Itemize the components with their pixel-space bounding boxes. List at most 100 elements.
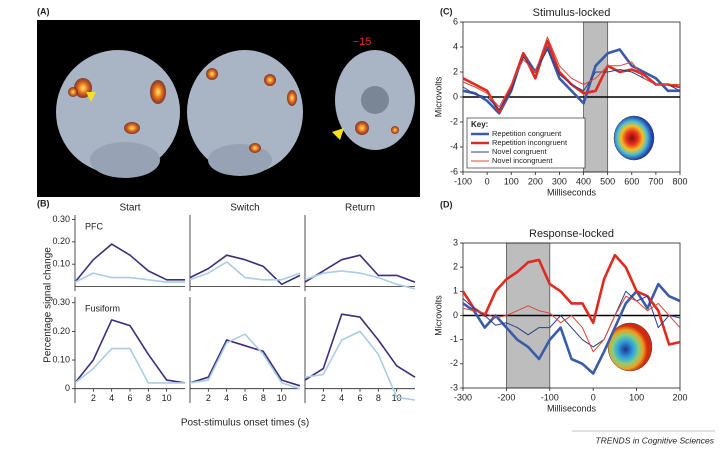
x-tick-label: 2 bbox=[321, 393, 326, 403]
series-line bbox=[462, 49, 681, 110]
series-line bbox=[304, 330, 416, 401]
x-tick-label: 8 bbox=[146, 393, 151, 403]
y-tick-label: 0 bbox=[65, 383, 70, 393]
series-line bbox=[74, 319, 186, 384]
x-tick-label: 200 bbox=[672, 392, 687, 402]
legend-label: Novel incongruent bbox=[492, 156, 553, 165]
y-tick-label: 0.10 bbox=[52, 259, 70, 269]
series-line bbox=[189, 254, 301, 286]
x-tick-label: 200 bbox=[528, 176, 543, 186]
panel-label: (A) bbox=[37, 6, 50, 16]
y-tick-label: 0.20 bbox=[52, 326, 70, 336]
series-line bbox=[462, 290, 681, 348]
legend-box bbox=[466, 117, 586, 169]
y-axis-label: Microvolts bbox=[433, 295, 443, 336]
y-axis-label: Microvolts bbox=[433, 76, 443, 117]
brain-lateral-left bbox=[56, 50, 180, 178]
brain-lateral-right bbox=[187, 50, 303, 176]
legend-title: Key: bbox=[471, 120, 488, 129]
series-line bbox=[189, 333, 301, 390]
y-tick-label: 0.30 bbox=[52, 297, 70, 307]
x-tick-label: 0 bbox=[591, 392, 596, 402]
y-tick-label: 4 bbox=[453, 41, 458, 51]
x-axis-label: Milliseconds bbox=[547, 403, 597, 413]
x-tick-label: -200 bbox=[497, 392, 515, 402]
y-tick-label: -2 bbox=[450, 116, 458, 126]
series-line bbox=[74, 347, 185, 384]
scalp-map bbox=[613, 115, 655, 161]
series-line bbox=[462, 39, 681, 114]
x-tick-label: 400 bbox=[576, 176, 591, 186]
chart-title: Stimulus-locked bbox=[533, 7, 611, 19]
y-tick-label: 1 bbox=[453, 286, 458, 296]
x-tick-label: 4 bbox=[109, 393, 114, 403]
x-tick-label: 100 bbox=[504, 176, 519, 186]
x-tick-label: 300 bbox=[552, 176, 567, 186]
series-line bbox=[304, 254, 416, 283]
x-tick-label: -300 bbox=[454, 392, 472, 402]
brain-axial bbox=[332, 50, 415, 150]
x-tick-label: 700 bbox=[648, 176, 663, 186]
footer: TRENDS in Cognitive Sciences bbox=[595, 435, 714, 445]
scalp-map bbox=[607, 322, 653, 372]
x-tick-label: 10 bbox=[162, 393, 172, 403]
y-tick-label: 0 bbox=[453, 310, 458, 320]
series-line bbox=[462, 282, 681, 375]
x-tick-label: 6 bbox=[127, 393, 132, 403]
x-tick-label: 800 bbox=[672, 176, 687, 186]
y-tick-label: -2 bbox=[450, 358, 458, 368]
x-tick-label: 500 bbox=[600, 176, 615, 186]
y-tick-label: -4 bbox=[450, 141, 458, 151]
x-tick-label: 6 bbox=[242, 393, 247, 403]
series-line bbox=[74, 243, 185, 283]
x-tick-label: 2 bbox=[91, 393, 96, 403]
x-tick-label: 10 bbox=[277, 393, 287, 403]
legend-label: Repetition congruent bbox=[492, 129, 562, 138]
y-axis-label: Percentage signal change bbox=[43, 247, 54, 363]
y-tick-label: -3 bbox=[450, 382, 458, 392]
y-tick-label: -6 bbox=[450, 166, 458, 176]
series-line bbox=[189, 261, 301, 281]
y-tick-label: 2 bbox=[453, 66, 458, 76]
y-tick-label: 2 bbox=[453, 262, 458, 272]
series-line bbox=[461, 253, 681, 346]
region-label: PFC bbox=[85, 221, 104, 231]
y-tick-label: 0.20 bbox=[52, 236, 70, 246]
x-tick-label: 100 bbox=[629, 392, 644, 402]
panel-label: (C) bbox=[440, 6, 453, 16]
y-tick-label: 0 bbox=[453, 91, 458, 101]
y-tick-label: -1 bbox=[450, 334, 458, 344]
chart-title: Return bbox=[345, 203, 375, 214]
x-tick-label: 0 bbox=[485, 176, 490, 186]
series-line bbox=[304, 313, 416, 381]
legend-label: Repetition incongruent bbox=[492, 138, 568, 147]
x-tick-label: 4 bbox=[339, 393, 344, 403]
x-tick-label: 8 bbox=[261, 393, 266, 403]
x-tick-label: 2 bbox=[206, 393, 211, 403]
chart-title: Switch bbox=[230, 203, 259, 214]
panel-label: (D) bbox=[440, 199, 453, 209]
x-tick-label: 8 bbox=[376, 393, 381, 403]
chart-title: Start bbox=[119, 203, 140, 214]
panel-label: (B) bbox=[37, 198, 50, 208]
series-line bbox=[462, 45, 680, 115]
series-line bbox=[462, 295, 681, 353]
region-label: Fusiform bbox=[85, 303, 120, 313]
x-tick-label: 600 bbox=[624, 176, 639, 186]
x-tick-label: 6 bbox=[357, 393, 362, 403]
series-line bbox=[189, 339, 301, 387]
series-line bbox=[462, 36, 680, 108]
series-line bbox=[74, 272, 185, 283]
legend-label: Novel congruent bbox=[492, 147, 548, 156]
slice-label: −15 bbox=[353, 36, 372, 48]
chart-title: Response-locked bbox=[529, 228, 614, 240]
x-tick-label: -100 bbox=[454, 176, 472, 186]
y-tick-label: 6 bbox=[453, 16, 458, 26]
y-tick-label: 3 bbox=[453, 237, 458, 247]
x-axis-label: Milliseconds bbox=[547, 187, 597, 197]
y-tick-label: 0.10 bbox=[52, 354, 70, 364]
x-axis-label: Post-stimulus onset times (s) bbox=[181, 418, 309, 429]
y-tick-label: 0.30 bbox=[52, 214, 70, 224]
